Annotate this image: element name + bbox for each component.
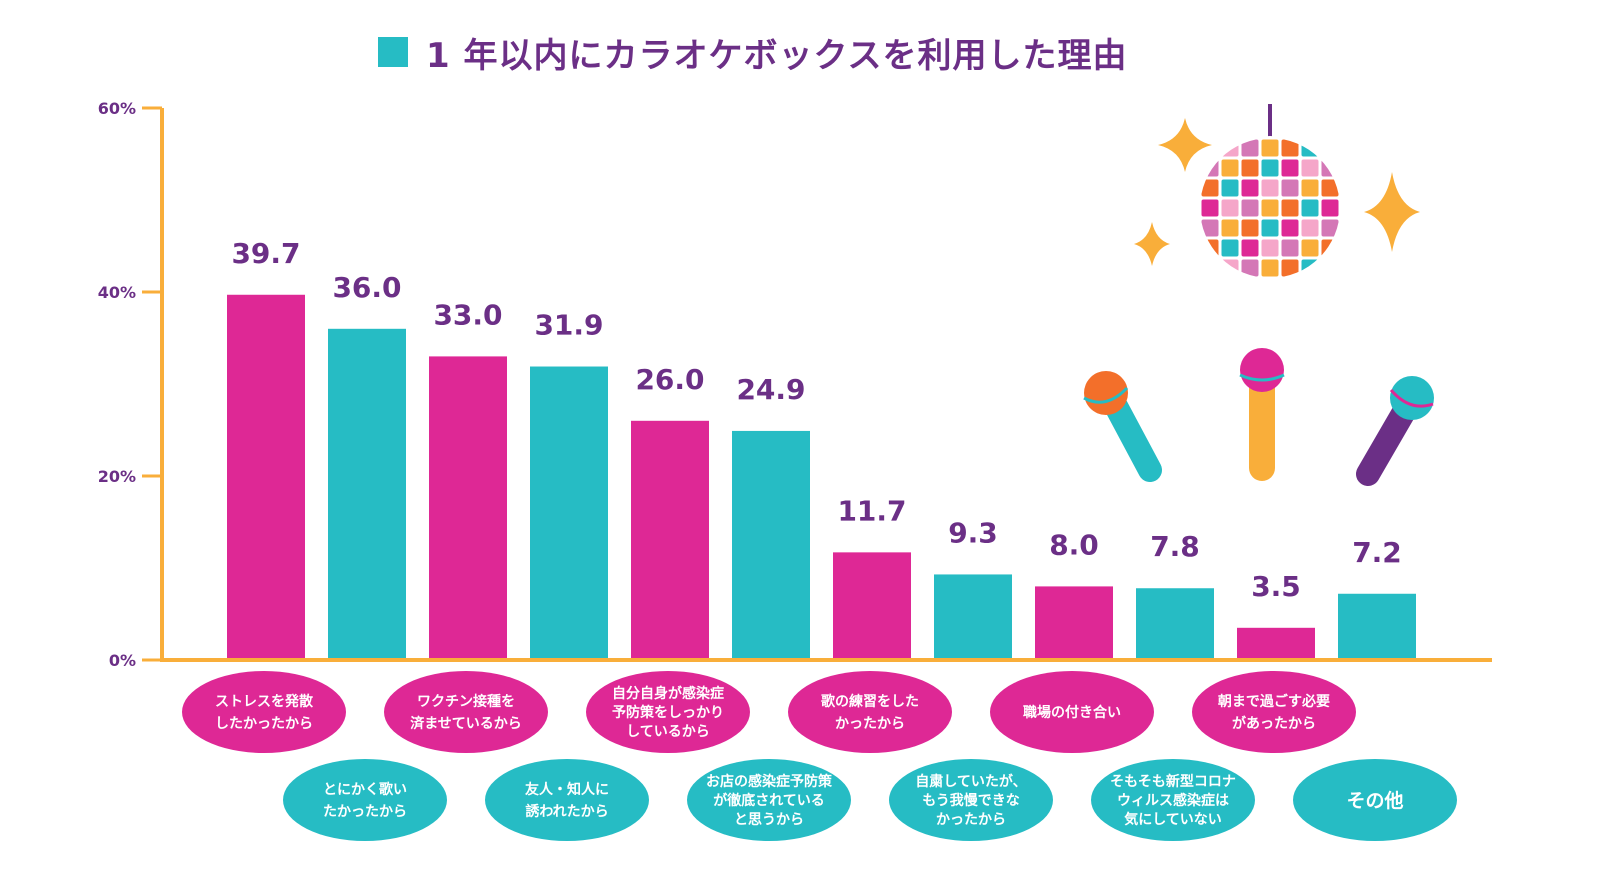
y-tick-label: 20% — [98, 467, 136, 486]
category-badge — [889, 759, 1053, 841]
category-badge — [586, 671, 750, 753]
y-tick-label: 40% — [98, 283, 136, 302]
bar — [328, 328, 406, 658]
microphone-teal-icon — [1356, 376, 1434, 486]
microphone-orange-icon — [1083, 371, 1162, 482]
category-badge — [1293, 759, 1457, 841]
category-label: 気にしていない — [1124, 811, 1222, 828]
legend-swatch — [378, 37, 408, 67]
category-badge — [1192, 671, 1356, 753]
bar — [732, 430, 810, 658]
bar — [1035, 586, 1113, 658]
category-label: たかったから — [323, 804, 407, 820]
data-label: 36.0 — [332, 271, 401, 304]
category-badge — [687, 759, 851, 841]
category-badge — [485, 759, 649, 841]
category-label: 誘われたから — [525, 803, 608, 820]
data-label: 9.3 — [948, 516, 998, 549]
chart-title: 1 年以内にカラオケボックスを利用した理由 — [426, 35, 1128, 76]
bar — [934, 574, 1012, 658]
category-label: かったから — [936, 812, 1006, 828]
category-label: そもそも新型コロナ — [1110, 773, 1236, 790]
data-label: 8.0 — [1049, 528, 1099, 561]
y-tick-label: 0% — [109, 651, 136, 670]
microphone-magenta-icon — [1239, 348, 1285, 481]
category-badge — [1091, 759, 1255, 841]
category-label: お店の感染症予防策 — [706, 773, 833, 790]
category-label: 予防策をしっかり — [612, 704, 724, 721]
value-labels: 39.7 36.0 33.0 31.9 26.0 24.9 11.7 9.3 8.0 7.8 3.5… — [231, 237, 1401, 603]
bar — [631, 420, 709, 658]
category-badge — [990, 671, 1154, 753]
category-label: 職場の付き合い — [1023, 704, 1121, 721]
chart-legend: 1 年以内にカラオケボックスを利用した理由 — [378, 28, 1127, 76]
category-label: 友人・知人に — [525, 781, 609, 798]
category-label: かったから — [835, 716, 905, 732]
data-label: 11.7 — [837, 494, 906, 527]
bar — [1237, 627, 1315, 658]
bar — [833, 552, 911, 658]
y-tick-label: 60% — [98, 99, 136, 118]
category-label: ウィルス感染症は — [1117, 792, 1229, 809]
bar — [227, 294, 305, 658]
category-label: もう我慢できな — [922, 792, 1020, 809]
category-label: があったから — [1232, 715, 1316, 732]
category-label: とにかく歌い — [323, 781, 407, 798]
category-label: 自粛していたが、 — [915, 773, 1026, 790]
category-label: ワクチン接種を — [417, 693, 515, 710]
data-label: 31.9 — [534, 309, 603, 342]
sparkle-icon — [1134, 118, 1420, 266]
chart-bars — [227, 294, 1416, 658]
category-badge — [283, 759, 447, 841]
category-label: と思うから — [734, 812, 804, 828]
disco-ball-icon — [1198, 104, 1342, 280]
data-label: 7.8 — [1150, 530, 1200, 563]
bar — [530, 366, 608, 658]
bar — [1338, 593, 1416, 658]
category-label: 歌の練習をした — [821, 693, 919, 710]
category-badge — [788, 671, 952, 753]
category-badge — [384, 671, 548, 753]
data-label: 24.9 — [736, 373, 805, 406]
chart-axes: 0% 20% 40% 60% — [98, 99, 1492, 670]
category-label: ストレスを発散 — [215, 693, 314, 710]
bar — [429, 356, 507, 658]
category-label: 自分自身が感染症 — [612, 685, 724, 702]
data-label: 3.5 — [1251, 570, 1301, 603]
category-label: その他 — [1346, 789, 1403, 812]
category-badge — [182, 671, 346, 753]
decorations — [1083, 104, 1434, 486]
data-label: 39.7 — [231, 237, 300, 270]
data-label: 33.0 — [433, 298, 502, 331]
category-label: したかったから — [215, 716, 313, 732]
bar — [1136, 588, 1214, 658]
category-label: が徹底されている — [713, 792, 825, 809]
category-label: しているから — [626, 724, 710, 740]
data-label: 26.0 — [635, 363, 704, 396]
category-label: 朝まで過ごす必要 — [1218, 693, 1330, 710]
category-label: 済ませているから — [410, 715, 522, 732]
data-label: 7.2 — [1352, 536, 1402, 569]
